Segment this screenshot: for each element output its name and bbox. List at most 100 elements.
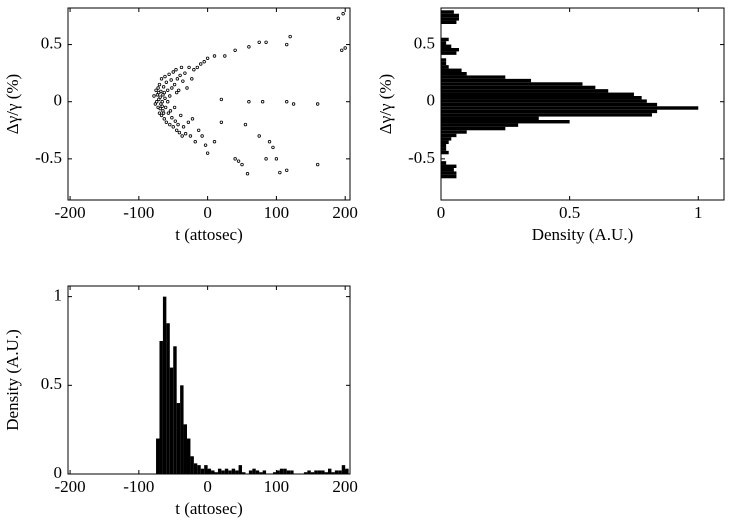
point (271, 145, 275, 150)
point (167, 72, 171, 76)
bar (207, 468, 212, 474)
point (285, 168, 289, 172)
bar (200, 468, 205, 474)
x-tick-label: -100 (123, 203, 154, 222)
point (233, 48, 237, 52)
bar (180, 385, 184, 474)
bar (441, 44, 452, 48)
point (174, 68, 178, 72)
bar (327, 468, 332, 474)
x-tick-label: 200 (332, 203, 358, 222)
bar (307, 470, 311, 474)
point (166, 100, 170, 104)
bar (303, 472, 308, 474)
bar (341, 465, 346, 474)
point (315, 102, 320, 106)
point (219, 120, 224, 124)
point (193, 140, 197, 144)
x-tick-label: 100 (264, 203, 290, 222)
point (192, 68, 196, 72)
bar (231, 468, 236, 474)
x-tick-label: 1 (694, 203, 703, 222)
bar (441, 116, 539, 120)
point (190, 117, 195, 121)
point (179, 65, 184, 70)
point (170, 116, 174, 120)
point (285, 42, 289, 47)
bar (252, 468, 256, 474)
bar (441, 147, 447, 151)
point (175, 77, 180, 81)
point (168, 122, 172, 127)
point (163, 105, 168, 110)
bar (441, 137, 452, 141)
point (177, 130, 182, 135)
point (267, 140, 272, 144)
bar (441, 168, 454, 172)
point (174, 128, 179, 132)
bar (441, 106, 699, 110)
bar (441, 85, 596, 90)
point (168, 109, 173, 113)
bar (441, 10, 454, 14)
point (163, 96, 167, 100)
bar (441, 99, 647, 103)
point (188, 134, 193, 138)
point (202, 60, 206, 64)
bar (166, 323, 170, 474)
bar (441, 140, 449, 144)
bar (314, 470, 318, 474)
bar (255, 470, 260, 474)
point (154, 88, 158, 92)
point (291, 102, 296, 106)
point (315, 162, 320, 167)
bar (262, 470, 267, 474)
y-tick-label: 0 (54, 91, 63, 110)
point (159, 77, 164, 81)
point (173, 119, 177, 123)
bar (441, 96, 642, 100)
bar (441, 120, 570, 124)
point (162, 90, 166, 95)
point (245, 172, 250, 176)
point (187, 65, 191, 70)
x-axis-label: t (attosec) (175, 225, 243, 244)
point (196, 128, 201, 132)
point (158, 95, 162, 99)
point (185, 86, 189, 90)
point (158, 106, 162, 111)
bar (441, 171, 457, 175)
bar (441, 17, 460, 21)
point (190, 77, 194, 81)
bar (441, 150, 449, 155)
y-tick-label: 0.5 (41, 374, 62, 393)
point (171, 70, 175, 74)
point (212, 54, 217, 58)
point (152, 94, 156, 98)
bar (441, 82, 583, 86)
point (172, 82, 177, 87)
y-tick-label: -0.5 (35, 148, 62, 167)
point (159, 113, 164, 118)
bar (224, 468, 229, 474)
point (166, 111, 171, 115)
bar (176, 403, 181, 474)
bar (441, 174, 457, 179)
bar (441, 58, 447, 62)
point (155, 100, 159, 104)
bar (248, 470, 253, 474)
point (285, 100, 289, 104)
point (162, 117, 166, 121)
point (174, 90, 179, 95)
bar (441, 65, 449, 69)
bar (310, 472, 315, 474)
bar (441, 164, 457, 168)
point (164, 80, 169, 84)
bar (235, 470, 239, 474)
point (171, 125, 175, 129)
point (161, 85, 166, 89)
x-tick-label: -200 (54, 203, 85, 222)
bar (211, 470, 215, 474)
point (156, 86, 160, 90)
